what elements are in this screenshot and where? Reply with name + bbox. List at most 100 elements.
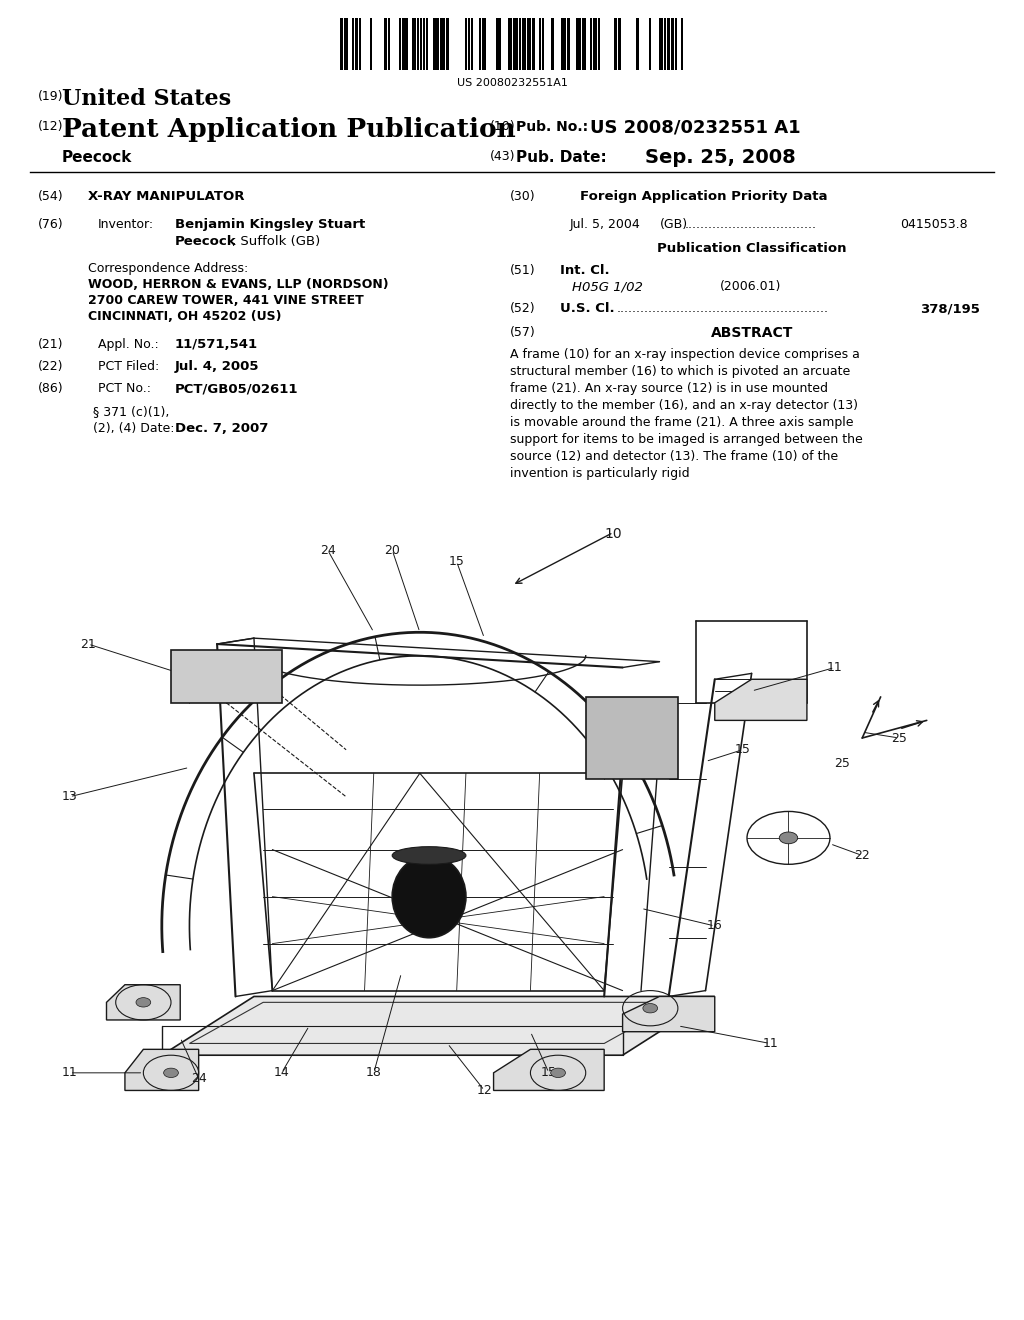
Text: support for items to be imaged is arranged between the: support for items to be imaged is arrang…: [510, 433, 863, 446]
Bar: [536, 18, 538, 70]
Text: Patent Application Publication: Patent Application Publication: [62, 117, 516, 143]
Text: Jul. 4, 2005: Jul. 4, 2005: [175, 360, 259, 374]
Bar: [649, 18, 651, 70]
Text: 11: 11: [61, 1067, 78, 1080]
Bar: [571, 18, 575, 70]
Text: PCT No.:: PCT No.:: [98, 381, 151, 395]
Bar: [664, 18, 666, 70]
Text: X-RAY MANIPULATOR: X-RAY MANIPULATOR: [88, 190, 245, 203]
Text: 12: 12: [476, 1084, 493, 1097]
Text: 24: 24: [190, 1072, 207, 1085]
Text: 18: 18: [366, 1067, 382, 1080]
Text: Jul. 5, 2004: Jul. 5, 2004: [570, 218, 641, 231]
Text: 22: 22: [854, 849, 870, 862]
Bar: [417, 18, 419, 70]
Bar: [629, 18, 632, 70]
Bar: [542, 18, 544, 70]
Bar: [468, 18, 470, 70]
Bar: [409, 18, 411, 70]
Bar: [496, 18, 501, 70]
Bar: [359, 18, 361, 70]
Text: Inventor:: Inventor:: [98, 218, 155, 231]
Text: 20: 20: [384, 544, 400, 557]
Text: 16: 16: [707, 920, 723, 932]
Bar: [355, 18, 358, 70]
Bar: [465, 18, 467, 70]
Bar: [388, 18, 390, 70]
Text: WOOD, HERRON & EVANS, LLP (NORDSON): WOOD, HERRON & EVANS, LLP (NORDSON): [88, 279, 389, 290]
Bar: [545, 18, 550, 70]
Bar: [508, 18, 512, 70]
Bar: [608, 18, 613, 70]
Text: (52): (52): [510, 302, 536, 315]
Polygon shape: [623, 997, 715, 1032]
Text: Dec. 7, 2007: Dec. 7, 2007: [175, 422, 268, 436]
Bar: [487, 18, 490, 70]
Polygon shape: [106, 985, 180, 1020]
Text: 11: 11: [762, 1038, 778, 1049]
Bar: [555, 18, 557, 70]
Bar: [456, 18, 459, 70]
Text: 2700 CAREW TOWER, 441 VINE STREET: 2700 CAREW TOWER, 441 VINE STREET: [88, 294, 364, 308]
Bar: [527, 18, 531, 70]
Text: (22): (22): [38, 360, 63, 374]
Bar: [482, 18, 486, 70]
Bar: [551, 18, 554, 70]
Bar: [440, 18, 445, 70]
Bar: [582, 18, 586, 70]
Bar: [678, 18, 680, 70]
Text: (2), (4) Date:: (2), (4) Date:: [93, 422, 174, 436]
Text: 11/571,541: 11/571,541: [175, 338, 258, 351]
Bar: [519, 18, 521, 70]
Bar: [587, 18, 589, 70]
Circle shape: [164, 1068, 178, 1077]
Bar: [522, 18, 526, 70]
Bar: [474, 18, 478, 70]
Text: structural member (16) to which is pivoted an arcuate: structural member (16) to which is pivot…: [510, 366, 850, 378]
Text: (12): (12): [38, 120, 63, 133]
Text: Publication Classification: Publication Classification: [657, 242, 847, 255]
Text: directly to the member (16), and an x-ray detector (13): directly to the member (16), and an x-ra…: [510, 399, 858, 412]
Bar: [561, 18, 566, 70]
Bar: [377, 18, 380, 70]
Bar: [513, 18, 518, 70]
Text: 15: 15: [541, 1067, 557, 1080]
Bar: [373, 18, 376, 70]
Text: 14: 14: [273, 1067, 290, 1080]
Text: (43): (43): [490, 150, 515, 162]
Bar: [471, 18, 473, 70]
Text: § 371 (c)(1),: § 371 (c)(1),: [93, 405, 169, 418]
Bar: [675, 18, 677, 70]
Bar: [412, 18, 416, 70]
Text: (30): (30): [510, 190, 536, 203]
Polygon shape: [162, 997, 715, 1055]
Bar: [429, 18, 432, 70]
Bar: [618, 18, 621, 70]
Text: (57): (57): [510, 326, 536, 339]
Bar: [539, 18, 541, 70]
Bar: [681, 18, 683, 70]
Text: 10: 10: [604, 527, 622, 541]
Text: US 20080232551A1: US 20080232551A1: [457, 78, 567, 88]
Text: 25: 25: [835, 758, 851, 771]
Bar: [426, 18, 428, 70]
Bar: [633, 18, 635, 70]
Bar: [381, 18, 383, 70]
Bar: [689, 18, 692, 70]
Text: 21: 21: [80, 638, 96, 651]
Text: is movable around the frame (21). A three axis sample: is movable around the frame (21). A thre…: [510, 416, 853, 429]
Bar: [446, 18, 449, 70]
Bar: [479, 18, 481, 70]
Bar: [399, 18, 401, 70]
Bar: [593, 18, 597, 70]
Bar: [586, 697, 678, 779]
Circle shape: [779, 832, 798, 843]
Bar: [340, 18, 343, 70]
Text: Peecock: Peecock: [175, 235, 237, 248]
Bar: [567, 18, 570, 70]
Bar: [349, 18, 351, 70]
Text: ABSTRACT: ABSTRACT: [711, 326, 794, 341]
Text: source (12) and detector (13). The frame (10) of the: source (12) and detector (13). The frame…: [510, 450, 838, 463]
Text: Sep. 25, 2008: Sep. 25, 2008: [645, 148, 796, 168]
Bar: [344, 18, 348, 70]
